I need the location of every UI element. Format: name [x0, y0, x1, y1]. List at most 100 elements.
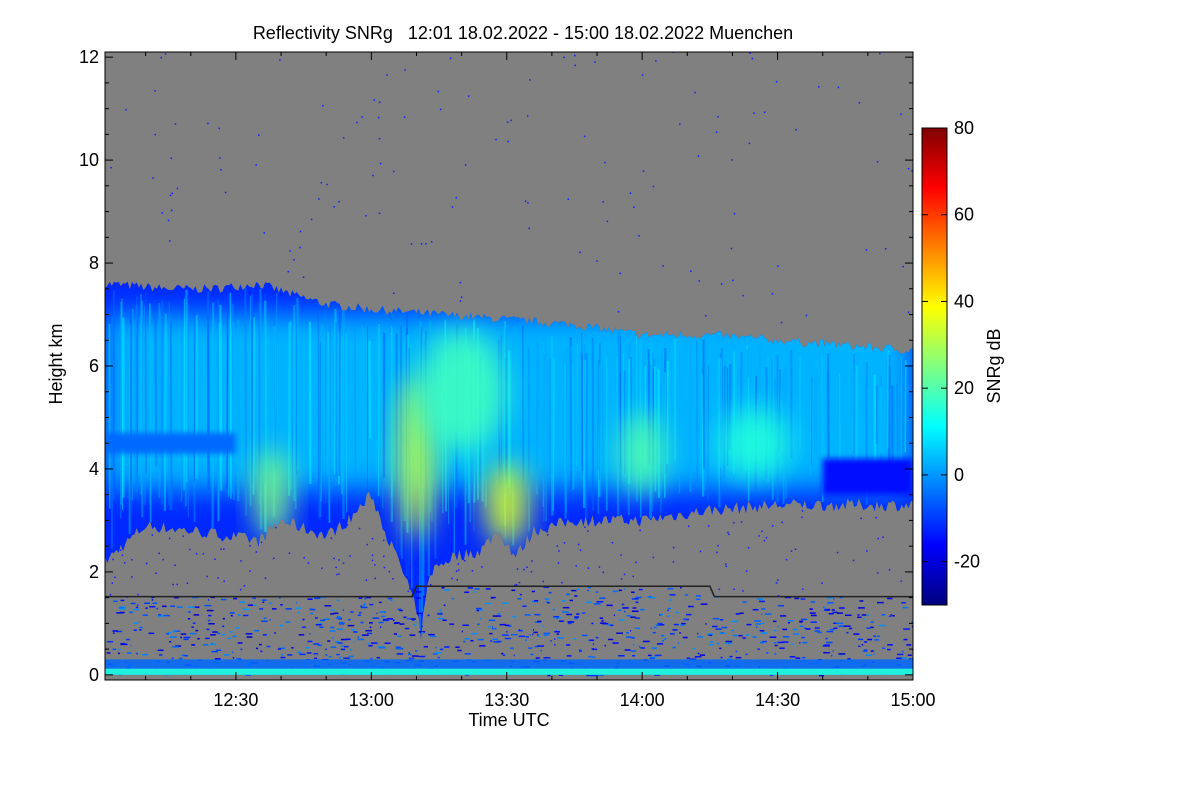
clutter-pixel [191, 644, 196, 646]
fall-streak [252, 317, 255, 495]
clutter-pixel [710, 641, 713, 643]
clutter-pixel [846, 631, 849, 634]
clutter-pixel [247, 604, 254, 606]
noise-speckle [168, 537, 171, 540]
clutter-pixel [826, 641, 833, 644]
clutter-pixel [410, 618, 416, 620]
clutter-pixel [531, 600, 538, 603]
clutter-pixel [336, 628, 343, 630]
noise-speckle [852, 559, 855, 562]
noise-speckle [694, 91, 696, 94]
clutter-pixel [195, 629, 199, 632]
clutter-pixel [279, 624, 284, 627]
clutter-pixel [353, 631, 358, 633]
fall-streak [580, 352, 584, 476]
noise-speckle [307, 562, 310, 564]
fall-streak [598, 343, 601, 480]
clutter-pixel [623, 588, 625, 590]
colorbar-ticks: -20 0 20 40 60 80 [922, 118, 980, 572]
clutter-pixel [566, 644, 571, 646]
clutter-pixel [333, 612, 339, 615]
clutter-pixel [762, 640, 767, 643]
clutter-pixel [650, 656, 657, 659]
noise-speckle [403, 116, 406, 118]
clutter-pixel [712, 617, 720, 620]
noise-speckle [526, 115, 529, 117]
clutter-pixel [512, 615, 517, 618]
clutter-pixel [296, 601, 298, 604]
noise-speckle [429, 583, 432, 586]
noise-speckle [374, 577, 376, 580]
clutter-pixel [136, 652, 138, 655]
noise-speckle [524, 200, 527, 202]
clutter-pixel [353, 641, 355, 643]
fall-streak [141, 317, 143, 510]
clutter-pixel [330, 613, 334, 615]
clutter-pixel [492, 615, 499, 617]
clutter-pixel [524, 614, 531, 616]
clutter-pixel [642, 640, 650, 643]
noise-speckle [110, 166, 112, 169]
noise-speckle [189, 548, 191, 551]
clutter-pixel [457, 649, 462, 652]
fall-streak [193, 302, 196, 481]
clutter-pixel [281, 653, 284, 656]
clutter-pixel [341, 638, 347, 641]
clutter-pixel [652, 631, 656, 634]
colorbar-tick-label: 60 [954, 205, 974, 225]
noise-speckle [176, 187, 179, 190]
clutter-pixel [366, 632, 373, 635]
noise-speckle [546, 534, 549, 536]
noise-speckle [686, 514, 688, 517]
clutter-pixel [832, 598, 835, 600]
clutter-pixel [229, 612, 235, 614]
clutter-pixel [119, 608, 126, 610]
fall-streak [855, 365, 859, 473]
clutter-pixel [285, 608, 292, 610]
clutter-pixel [148, 632, 155, 635]
clutter-pixel [369, 626, 372, 629]
clutter-pixel [260, 650, 263, 653]
clutter-pixel [335, 641, 340, 643]
fall-streak [128, 324, 132, 534]
clutter-pixel [183, 636, 191, 639]
y-tick-label: 8 [89, 253, 99, 273]
noise-speckle [161, 212, 164, 214]
clutter-pixel [106, 640, 113, 643]
fall-streak [601, 367, 604, 469]
fall-streak [701, 373, 705, 497]
fall-streak [163, 313, 167, 511]
clutter-pixel [263, 617, 267, 619]
noise-speckle [515, 583, 518, 586]
clutter-pixel [669, 594, 676, 596]
clutter-pixel [870, 650, 874, 652]
clutter-pixel [187, 606, 195, 609]
clutter-pixel [873, 635, 876, 637]
clutter-pixel [279, 647, 285, 649]
clutter-pixel [348, 649, 353, 651]
clutter-pixel [680, 624, 685, 626]
clutter-pixel [261, 620, 268, 622]
clutter-pixel [630, 616, 636, 618]
colorbar-tick-label: 20 [954, 378, 974, 398]
clutter-pixel [543, 632, 550, 635]
clutter-pixel [463, 640, 466, 643]
colorbar-tick-label: 40 [954, 291, 974, 311]
clutter-pixel [266, 645, 271, 648]
noise-speckle [900, 113, 902, 116]
clutter-pixel [863, 618, 865, 620]
noise-speckle [455, 197, 458, 199]
clutter-pixel [413, 624, 417, 626]
x-tick-label: 13:00 [349, 690, 394, 710]
clutter-pixel [826, 630, 834, 633]
noise-speckle [273, 557, 275, 560]
clutter-pixel [731, 629, 734, 632]
clutter-pixel [464, 638, 470, 640]
clutter-pixel [759, 630, 765, 632]
noise-speckle [182, 535, 185, 537]
clutter-pixel [367, 642, 370, 645]
noise-speckle [255, 164, 257, 166]
clutter-pixel [142, 614, 148, 616]
noise-speckle [154, 90, 156, 92]
clutter-pixel [742, 637, 746, 639]
